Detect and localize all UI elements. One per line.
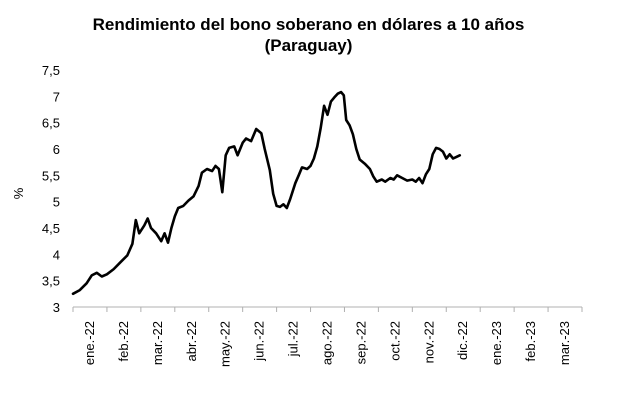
x-tick-label: may.-22 [218,321,233,367]
x-axis-tick-marks [72,307,583,312]
y-axis-label: % [11,187,26,199]
x-tick-label: oct.-22 [387,321,402,361]
x-tick-label: abr.-22 [184,321,199,361]
y-tick-label: 7 [53,89,60,104]
chart-title-block: Rendimiento del bono soberano en dólares… [0,14,617,56]
x-tick-label: feb.-23 [523,321,538,361]
y-tick-label: 3,5 [42,274,60,289]
y-tick-label: 5 [53,195,60,210]
y-tick-label: 6,5 [42,116,60,131]
x-tick-label: sep.-22 [353,321,368,364]
series-line [71,90,462,296]
y-axis-ticks: 3 3,5 4 4,5 5 5,5 6 6,5 7 7,5 [42,63,60,315]
x-tick-label: jun.-22 [252,321,267,362]
x-tick-label: ago.-22 [320,321,335,365]
x-tick-label: ene.-23 [489,321,504,365]
x-tick-label: nov.-22 [421,321,436,363]
chart-title: Rendimiento del bono soberano en dólares… [92,15,525,34]
y-tick-label: 4 [53,247,60,262]
x-tick-label: mar.-23 [557,321,572,365]
chart-subtitle: (Paraguay) [264,36,353,55]
y-tick-label: 4,5 [42,221,60,236]
x-tick-label: feb.-22 [116,321,131,361]
y-tick-label: 3 [53,300,60,315]
y-tick-label: 6 [53,142,60,157]
x-axis-ticks: ene.-22 feb.-22 mar.-22 abr.-22 may.-22 jun.-… [82,321,572,367]
y-tick-label: 5,5 [42,168,60,183]
x-tick-label: mar.-22 [150,321,165,365]
x-tick-label: dic.-22 [455,321,470,360]
y-tick-label: 7,5 [42,63,60,78]
x-tick-label: jul.-22 [286,321,301,357]
x-tick-label: ene.-22 [82,321,97,365]
